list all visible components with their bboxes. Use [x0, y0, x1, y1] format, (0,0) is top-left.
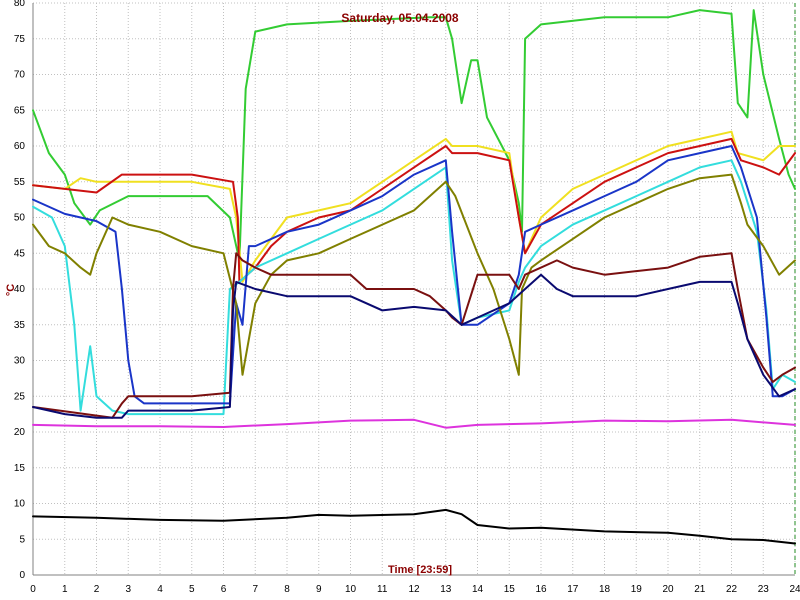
y-tick-label: 15: [14, 463, 26, 474]
series-line-6: [32, 173, 796, 376]
x-tick-label: 14: [472, 584, 484, 595]
x-tick-label: 7: [252, 584, 258, 595]
series-line-1: [32, 9, 796, 262]
series-line-2: [32, 130, 796, 283]
x-tick-label: 13: [440, 584, 452, 595]
series-line-3: [32, 137, 796, 283]
y-tick-label: 60: [14, 141, 26, 152]
y-axis-label: °C: [5, 284, 17, 296]
y-tick-label: 65: [14, 105, 26, 116]
y-tick-label: 45: [14, 248, 26, 259]
x-tick-label: 16: [535, 584, 547, 595]
x-tick-label: 11: [377, 584, 388, 595]
y-tick-label: 10: [14, 499, 26, 510]
x-tick-label: 12: [408, 584, 420, 595]
x-tick-label: 8: [284, 584, 290, 595]
x-tick-label: 22: [726, 584, 738, 595]
x-tick-label: 23: [758, 584, 770, 595]
y-tick-label: 70: [14, 70, 26, 81]
series-line-10: [32, 508, 796, 545]
x-tick-label: 5: [189, 584, 195, 595]
x-tick-label: 6: [221, 584, 227, 595]
x-tick-label: 0: [30, 584, 36, 595]
y-tick-label: 55: [14, 177, 26, 188]
x-tick-label: 9: [316, 584, 322, 595]
x-tick-label: 21: [694, 584, 706, 595]
grid: [32, 2, 796, 576]
x-tick-label: 15: [504, 584, 516, 595]
series-line-8: [32, 273, 796, 419]
x-tick-label: 24: [789, 584, 800, 595]
series-line-5: [32, 145, 796, 405]
y-tick-label: 5: [19, 534, 25, 545]
y-tick-label: 0: [19, 570, 25, 581]
x-tick-label: 2: [94, 584, 100, 595]
x-tick-label: 10: [345, 584, 357, 595]
y-tick-label: 50: [14, 213, 26, 224]
series-line-7: [32, 252, 796, 419]
series-lines: [32, 9, 796, 545]
series-line-9: [32, 418, 796, 429]
x-axis-label: Time [23:59]: [388, 564, 452, 576]
x-tick-label: 20: [662, 584, 674, 595]
y-tick-label: 35: [14, 320, 26, 331]
y-tick-label: 25: [14, 391, 26, 402]
y-tick-label: 40: [14, 284, 26, 295]
x-tick-label: 17: [567, 584, 579, 595]
chart-title: Saturday, 05.04.2008: [341, 11, 459, 25]
y-tick-label: 75: [14, 34, 26, 45]
x-tick-label: 18: [599, 584, 611, 595]
y-tick-label: 30: [14, 356, 26, 367]
tick-labels: 0 1 2 3 4 5 6 7 8 9 10 11 12 13 14 15 16 17 18 19 20 21 22 23 24…: [14, 0, 800, 595]
x-tick-label: 3: [125, 584, 131, 595]
x-tick-label: 1: [62, 584, 68, 595]
y-tick-label: 80: [14, 0, 26, 9]
x-tick-label: 4: [157, 584, 163, 595]
y-tick-label: 20: [14, 427, 26, 438]
x-tick-label: 19: [631, 584, 643, 595]
